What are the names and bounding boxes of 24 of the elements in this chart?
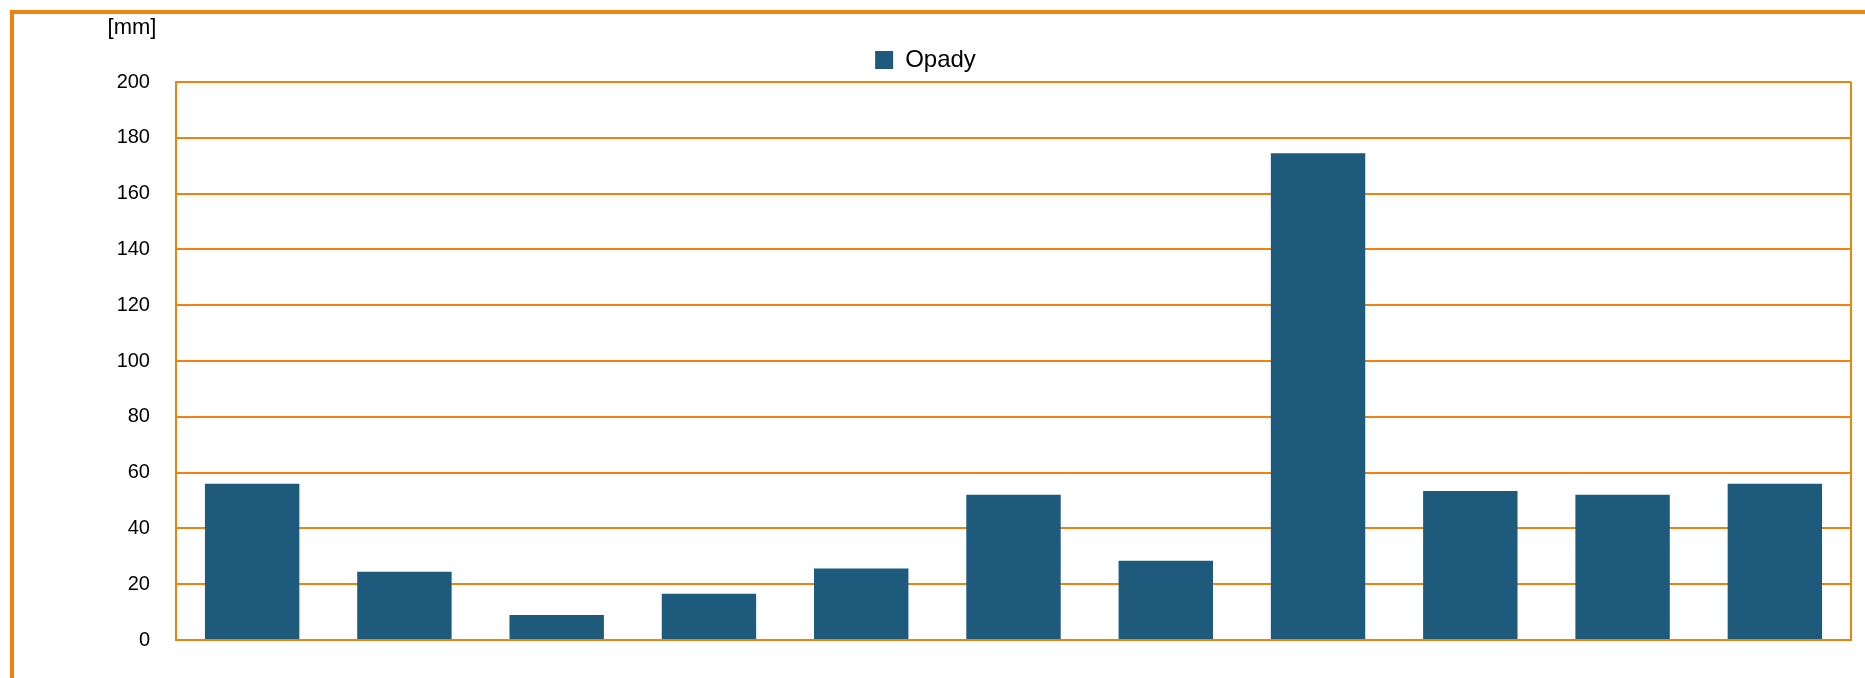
bar — [1270, 153, 1366, 639]
y-tick-label: 60 — [127, 460, 150, 483]
y-tick-label: 120 — [116, 292, 150, 315]
y-tick-label: 180 — [116, 125, 150, 148]
bar — [814, 568, 909, 639]
y-tick-label: 0 — [138, 627, 150, 650]
bar — [966, 494, 1061, 639]
bar — [661, 593, 757, 639]
y-tick-label: 40 — [127, 515, 150, 538]
bar — [1727, 483, 1823, 639]
bar — [204, 483, 300, 639]
bar — [509, 614, 604, 639]
y-tick-label: 160 — [116, 181, 150, 204]
y-tick-label: 80 — [127, 404, 150, 427]
y-tick-label: 100 — [116, 348, 150, 371]
bar — [1118, 560, 1213, 639]
y-axis-title: [mm] — [107, 14, 157, 40]
y-tick-label: 140 — [116, 236, 150, 259]
bar — [1575, 494, 1670, 639]
bar — [357, 571, 452, 639]
y-tick-label: 20 — [127, 571, 150, 594]
y-tick-label: 200 — [116, 69, 150, 92]
legend-label: Opady — [905, 44, 976, 72]
bar — [1423, 491, 1518, 639]
